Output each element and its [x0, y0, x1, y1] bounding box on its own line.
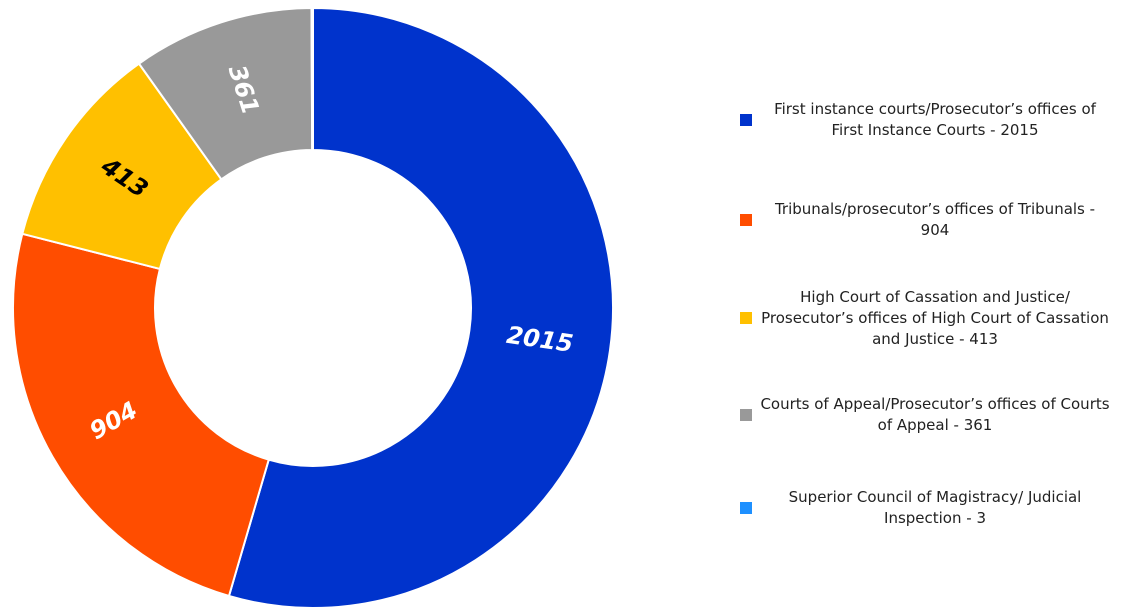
legend-label: First instance courts/Prosecutor’s offic… — [774, 100, 1096, 139]
slice — [227, 6, 615, 609]
legend-swatch — [740, 214, 752, 226]
legend-label: Courts of Appeal/Prosecutor’s offices of… — [760, 395, 1110, 434]
slice — [12, 232, 270, 598]
legend-label: Tribunals/prosecutor’s offices of Tribun… — [774, 200, 1096, 239]
legend-entry: Tribunals/prosecutor’s offices of Tribun… — [740, 188, 1110, 252]
legend-swatch — [740, 502, 752, 514]
legend-swatch — [740, 312, 752, 324]
legend-swatch — [740, 114, 752, 126]
legend-label: High Court of Cassation and Justice/ Pro… — [761, 287, 1109, 348]
legend-entry: First instance courts/Prosecutor’s offic… — [740, 88, 1110, 152]
legend-entry: Courts of Appeal/Prosecutor’s offices of… — [740, 383, 1110, 447]
legend-entry: Superior Council of Magistracy/ Judicial… — [740, 476, 1110, 540]
legend-label: Superior Council of Magistracy/ Judicial… — [788, 488, 1082, 527]
legend-entry: High Court of Cassation and Justice/ Pro… — [740, 286, 1110, 350]
slice — [310, 6, 314, 152]
legend-swatch — [740, 409, 752, 421]
